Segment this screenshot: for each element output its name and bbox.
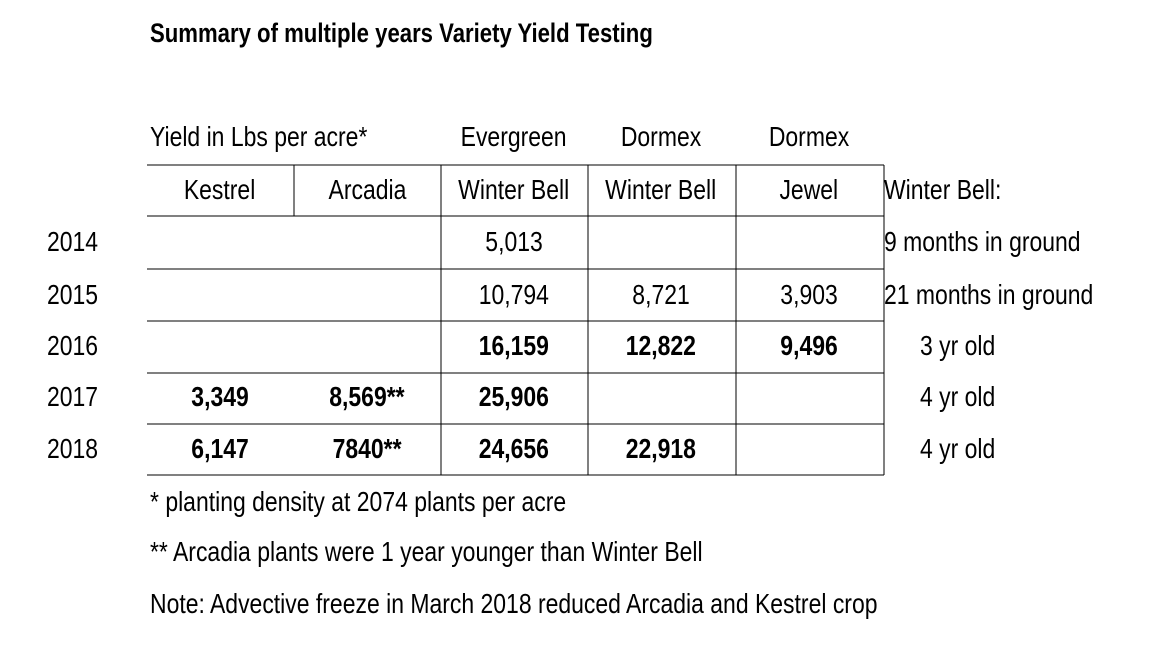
column-header-text: Winter Bell [458,174,570,205]
column-header-text: Arcadia [328,174,406,205]
row-year: 2014 [47,226,99,257]
table-cell-text: 25,906 [478,381,550,412]
table-cell-text: 5,013 [485,226,543,257]
row-note: 21 months in ground [884,279,1094,310]
table-cell-text: 24,656 [478,433,550,464]
table-cell-text: 3,349 [191,381,249,412]
column-header: Arcadia [294,176,440,204]
table-cell: 5,013 [441,228,587,256]
table-cell: 16,159 [441,332,587,360]
column-group-header-text: Evergreen [461,121,567,152]
table-cell-text: 12,822 [625,330,697,361]
side-header: Winter Bell: [884,174,1002,205]
row-year: 2016 [47,330,99,361]
column-group-header-text: Dormex [768,121,850,152]
column-header: Jewel [736,176,882,204]
table-cell-text: 8,721 [632,279,690,310]
table-cell: 8,569** [294,383,440,411]
table-cell: 22,918 [588,435,734,463]
table-cell: 3,349 [147,383,293,411]
footnote-arcadia-age: ** Arcadia plants were 1 year younger th… [150,536,703,567]
column-group-header: Dormex [736,123,882,151]
column-group-header: Dormex [588,123,734,151]
table-cell-text: 6,147 [191,433,249,464]
table-cell: 25,906 [441,383,587,411]
footnote-freeze: Note: Advective freeze in March 2018 red… [150,588,878,619]
table-cell-text: 10,794 [478,279,550,310]
table-cell: 24,656 [441,435,587,463]
table-title: Summary of multiple years Variety Yield … [150,18,653,48]
row-note: 4 yr old [920,433,996,464]
column-header-text: Kestrel [184,174,256,205]
table-cell: 6,147 [147,435,293,463]
column-header: Kestrel [147,176,293,204]
row-note: 4 yr old [920,381,996,412]
table-cell-text: 16,159 [478,330,550,361]
table-cell: 7840** [294,435,440,463]
row-note: 9 months in ground [884,226,1081,257]
row-note: 3 yr old [920,330,996,361]
table-cell-text: 9,496 [780,330,838,361]
table-cell-text: 22,918 [625,433,697,464]
row-year: 2018 [47,433,99,464]
footnote-planting-density: * planting density at 2074 plants per ac… [150,486,567,517]
column-header: Winter Bell [441,176,587,204]
table-cell-text: 7840** [332,433,402,464]
column-group-header: Evergreen [441,123,587,151]
table-cell: 12,822 [588,332,734,360]
table-cell-text: 8,569** [329,381,405,412]
table-cell: 10,794 [441,281,587,309]
row-year: 2017 [47,381,99,412]
table-cell: 9,496 [736,332,882,360]
row-year: 2015 [47,279,99,310]
table-cell: 3,903 [736,281,882,309]
column-header-text: Winter Bell [605,174,717,205]
table-cell-text: 3,903 [780,279,838,310]
table-cell: 8,721 [588,281,734,309]
table-caption: Yield in Lbs per acre* [150,121,368,152]
column-header: Winter Bell [588,176,734,204]
column-group-header-text: Dormex [620,121,702,152]
column-header-text: Jewel [779,174,839,205]
